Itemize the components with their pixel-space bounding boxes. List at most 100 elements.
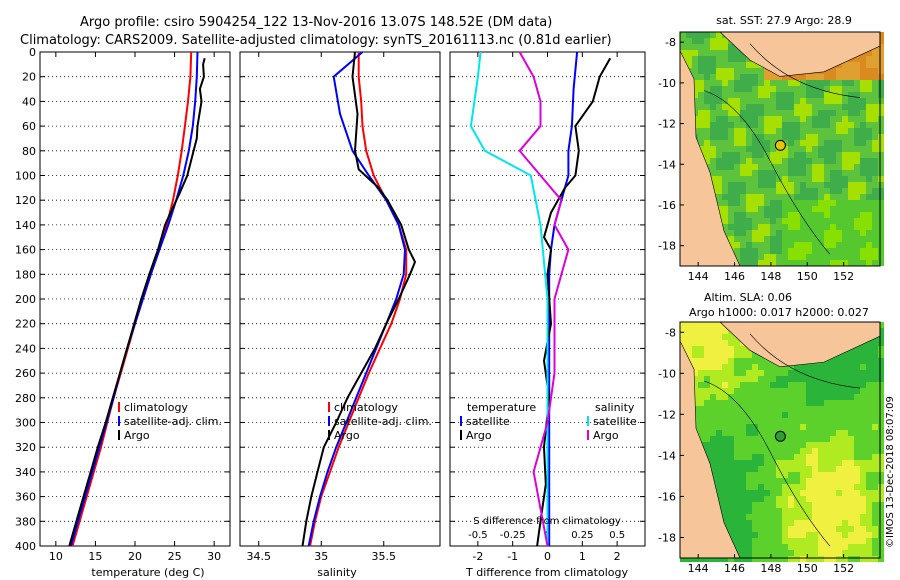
map-cell: [812, 158, 818, 164]
map-cell: [758, 436, 764, 442]
map-cell: [842, 80, 848, 86]
map-cell: [800, 260, 806, 266]
map-cell: [854, 152, 860, 158]
map-cell: [752, 370, 758, 376]
map-cell: [806, 230, 812, 236]
map-cell: [740, 466, 746, 472]
map-cell: [836, 532, 842, 538]
map-cell: [794, 92, 800, 98]
map-cell: [836, 460, 842, 466]
map-cell: [734, 430, 740, 436]
map-cell: [746, 454, 752, 460]
map-cell: [758, 122, 764, 128]
map-cell: [794, 182, 800, 188]
map-cell: [782, 538, 788, 544]
map-cell: [752, 248, 758, 254]
map-cell: [722, 376, 728, 382]
map-cell: [746, 370, 752, 376]
map-cell: [728, 502, 734, 508]
map-cell: [824, 526, 830, 532]
map-cell: [872, 248, 878, 254]
map-cell: [722, 520, 728, 526]
map-cell: [860, 418, 866, 424]
map-cell: [758, 520, 764, 526]
y-tick-label: 260: [15, 367, 36, 380]
map-cell: [734, 532, 740, 538]
map-cell: [854, 532, 860, 538]
map-cell: [794, 484, 800, 490]
map-cell: [728, 370, 734, 376]
map-cell: [854, 242, 860, 248]
map-cell: [770, 430, 776, 436]
map-cell: [788, 388, 794, 394]
map-cell: [758, 382, 764, 388]
map-cell: [782, 460, 788, 466]
map-cell: [878, 236, 884, 242]
map-cell: [836, 370, 842, 376]
map-cell: [770, 388, 776, 394]
map-cell: [854, 188, 860, 194]
map-cell: [872, 224, 878, 230]
map-cell: [878, 212, 884, 218]
map-cell: [692, 56, 698, 62]
map-cell: [830, 520, 836, 526]
map-cell: [788, 472, 794, 478]
map-cell: [812, 376, 818, 382]
map-cell: [752, 206, 758, 212]
map-cell: [872, 230, 878, 236]
map-cell: [836, 116, 842, 122]
map-cell: [836, 478, 842, 484]
map-cell: [698, 104, 704, 110]
map-cell: [872, 346, 878, 352]
map-cell: [860, 352, 866, 358]
map-cell: [842, 242, 848, 248]
map-cell: [860, 394, 866, 400]
map-cell: [806, 520, 812, 526]
map-cell: [710, 38, 716, 44]
map-cell: [704, 352, 710, 358]
map-cell: [860, 164, 866, 170]
map-cell: [746, 116, 752, 122]
map-cell: [872, 394, 878, 400]
map-cell: [710, 442, 716, 448]
map-cell: [866, 388, 872, 394]
map-cell: [860, 152, 866, 158]
map-cell: [782, 98, 788, 104]
map-cell: [872, 200, 878, 206]
map-cell: [770, 182, 776, 188]
map-cell: [854, 122, 860, 128]
map-cell: [800, 502, 806, 508]
map-cell: [794, 400, 800, 406]
map-cell: [776, 116, 782, 122]
map-cell: [764, 74, 770, 80]
map-cell: [836, 122, 842, 128]
map-cell: [692, 68, 698, 74]
map-cell: [806, 236, 812, 242]
map-cell: [704, 430, 710, 436]
map-cell: [704, 128, 710, 134]
map-cell: [752, 454, 758, 460]
map-cell: [878, 194, 884, 200]
legend-clim: climatology: [334, 401, 398, 414]
map-cell: [794, 98, 800, 104]
map-cell: [788, 182, 794, 188]
map-cell: [854, 346, 860, 352]
map-cell: [806, 248, 812, 254]
map-cell: [716, 152, 722, 158]
map-cell: [848, 448, 854, 454]
map-cell: [764, 260, 770, 266]
map-cell: [716, 122, 722, 128]
map-cell: [854, 200, 860, 206]
map-cell: [740, 526, 746, 532]
map-cell: [782, 364, 788, 370]
map-cell: [878, 134, 884, 140]
map-cell: [722, 74, 728, 80]
map-cell: [848, 188, 854, 194]
map-cell: [740, 248, 746, 254]
map-cell: [764, 98, 770, 104]
map-cell: [770, 158, 776, 164]
map-cell: [740, 472, 746, 478]
map-cell: [818, 526, 824, 532]
map-cell: [770, 236, 776, 242]
map-cell: [746, 556, 752, 562]
